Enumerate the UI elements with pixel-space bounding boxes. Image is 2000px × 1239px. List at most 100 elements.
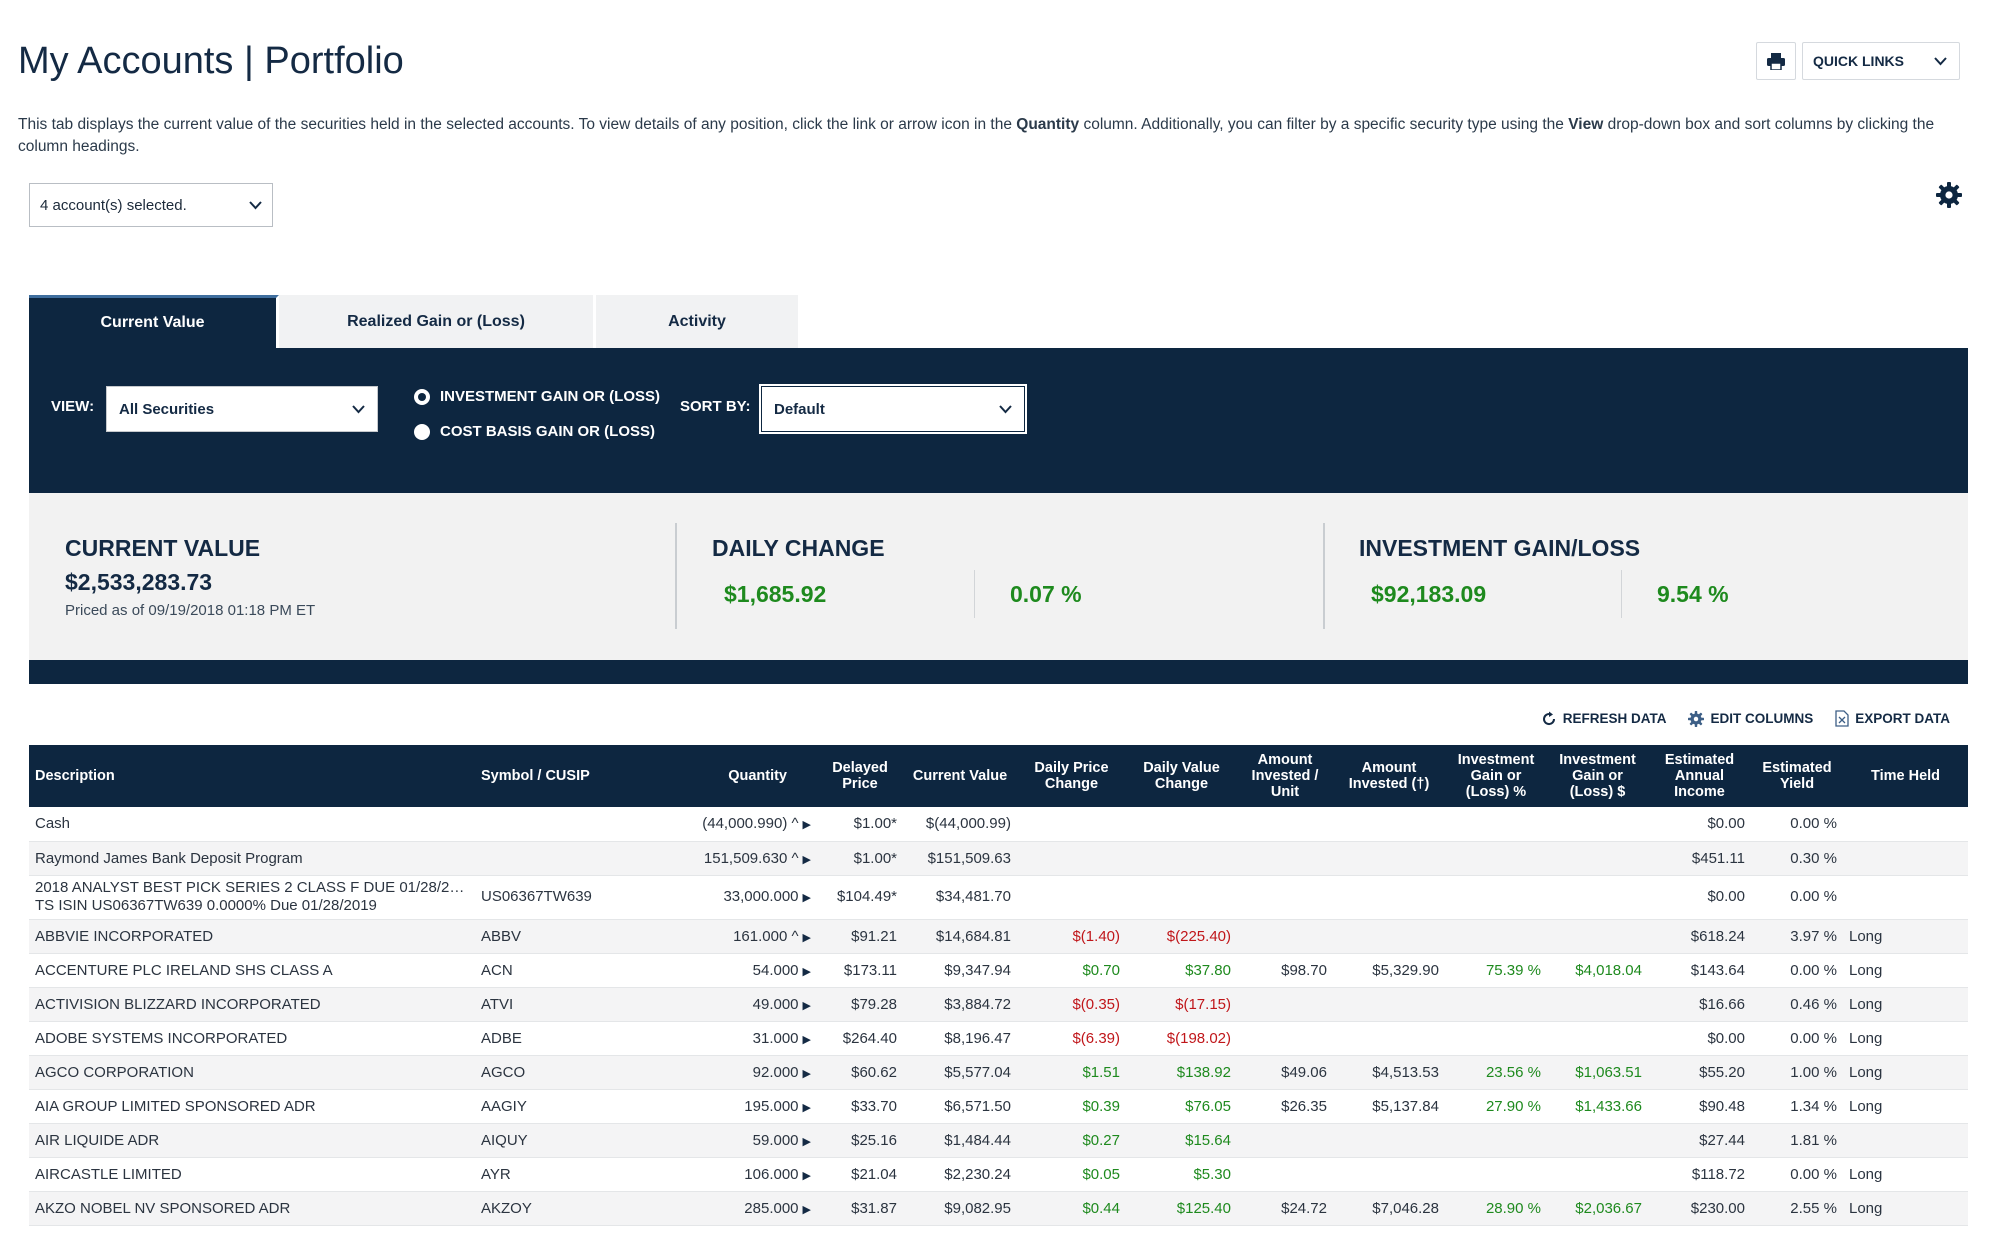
col-delayed-price[interactable]: Delayed Price [817,745,903,807]
radio-investment-gain-loss[interactable]: INVESTMENT GAIN OR (LOSS) [414,388,660,405]
play-arrow-icon[interactable]: ▶ [802,1067,811,1080]
col-description[interactable]: Description [29,745,475,807]
col-amount-invested-unit[interactable]: Amount Invested / Unit [1237,745,1333,807]
tab-realized-gain-loss[interactable]: Realized Gain or (Loss) [279,295,596,348]
col-current-value[interactable]: Current Value [903,745,1017,807]
quantity-link[interactable]: 31.000 [752,1029,799,1047]
summary-divider [675,523,677,629]
cell-symbol: AAGIY [475,1089,639,1124]
tab-current-value[interactable]: Current Value [29,295,279,348]
print-button[interactable] [1756,42,1796,80]
play-arrow-icon[interactable]: ▶ [802,1101,811,1114]
table-row[interactable]: ACCENTURE PLC IRELAND SHS CLASS A ACN 54.0… [29,953,1968,988]
table-row[interactable]: ADOBE SYSTEMS INCORPORATED ADBE 31.000 ▶ $26… [29,1021,1968,1056]
play-arrow-icon[interactable]: ▶ [802,965,811,978]
cell-quantity[interactable]: (44,000.990) ^ ▶ [639,807,817,842]
cell-daily-price-change: $0.05 [1017,1157,1126,1192]
table-row[interactable]: Raymond James Bank Deposit Program 151,50… [29,841,1968,876]
col-daily-value-change[interactable]: Daily Value Change [1126,745,1237,807]
description-line-2: TS ISIN US06367TW639 0.0000% Due 01/28/2… [35,897,377,914]
cell-daily-price-change [1017,875,1126,920]
table-body: Cash (44,000.990) ^ ▶ $1.00* $(44,000.99) $0.… [29,807,1968,1226]
col-estimated-annual-income[interactable]: Estimated Annual Income [1648,745,1751,807]
summary-divider [974,570,975,618]
quantity-link[interactable]: 161.000 ^ [733,927,799,945]
edit-columns-button[interactable]: EDIT COLUMNS [1688,710,1813,727]
account-selector[interactable]: 4 account(s) selected. [29,183,273,227]
cell-amount-invested [1333,841,1445,876]
quantity-link[interactable]: 49.000 [752,995,799,1013]
cell-quantity[interactable]: 151,509.630 ^ ▶ [639,841,817,876]
table-row[interactable]: Cash (44,000.990) ^ ▶ $1.00* $(44,000.99) $0.… [29,807,1968,842]
quantity-link[interactable]: 92.000 [752,1063,799,1081]
cell-quantity[interactable]: 49.000 ▶ [639,987,817,1022]
cell-estimated-annual-income: $55.20 [1648,1055,1751,1090]
tab-activity[interactable]: Activity [596,295,801,348]
settings-button[interactable] [1936,182,1962,213]
play-arrow-icon[interactable]: ▶ [802,1033,811,1046]
quantity-link[interactable]: 106.000 [744,1165,799,1183]
cell-quantity[interactable]: 92.000 ▶ [639,1055,817,1090]
cell-quantity[interactable]: 285.000 ▶ [639,1191,817,1226]
play-arrow-icon[interactable]: ▶ [802,891,811,904]
view-dropdown[interactable]: All Securities [106,386,378,432]
table-row[interactable]: AIR LIQUIDE ADR AIQUY 59.000 ▶ $25.16 $1,484.… [29,1123,1968,1158]
radio-cost-basis-gain-loss[interactable]: COST BASIS GAIN OR (LOSS) [414,423,655,440]
quantity-link[interactable]: 151,509.630 ^ [703,849,799,867]
cell-gain-loss-percent [1445,1021,1547,1056]
priced-as-of: Priced as of 09/19/2018 01:18 PM ET [65,602,316,619]
intro-bold-view: View [1568,116,1604,133]
cell-quantity[interactable]: 106.000 ▶ [639,1157,817,1192]
play-arrow-icon[interactable]: ▶ [802,853,811,866]
cell-estimated-yield: 1.34 % [1751,1089,1843,1124]
sort-by-dropdown[interactable]: Default [759,384,1027,434]
table-row[interactable]: AIA GROUP LIMITED SPONSORED ADR AAGIY 195.… [29,1089,1968,1124]
col-estimated-yield[interactable]: Estimated Yield [1751,745,1843,807]
table-row[interactable]: AIRCASTLE LIMITED AYR 106.000 ▶ $21.04 $2,230… [29,1157,1968,1192]
cell-quantity[interactable]: 161.000 ^ ▶ [639,919,817,954]
export-data-button[interactable]: EXPORT DATA [1835,710,1950,727]
col-gain-loss-percent[interactable]: Investment Gain or (Loss) % [1445,745,1547,807]
cell-amount-invested [1333,1021,1445,1056]
col-symbol-cusip[interactable]: Symbol / CUSIP [475,745,639,807]
quantity-link[interactable]: 54.000 [752,961,799,979]
quantity-link[interactable]: 33,000.000 [723,887,799,905]
col-daily-price-change[interactable]: Daily Price Change [1017,745,1126,807]
table-row[interactable]: 2018 ANALYST BEST PICK SERIES 2 CLASS F … [29,875,1968,920]
table-row[interactable]: ACTIVISION BLIZZARD INCORPORATED ATVI 49.0… [29,987,1968,1022]
quantity-link[interactable]: (44,000.990) ^ [702,815,799,833]
cell-quantity[interactable]: 54.000 ▶ [639,953,817,988]
play-arrow-icon[interactable]: ▶ [802,1203,811,1216]
cell-time-held: Long [1843,1089,1968,1124]
quantity-link[interactable]: 195.000 [744,1097,799,1115]
play-arrow-icon[interactable]: ▶ [802,819,811,832]
table-row[interactable]: AKZO NOBEL NV SPONSORED ADR AKZOY 285.000 ▶… [29,1191,1968,1226]
col-quantity[interactable]: Quantity [639,745,817,807]
col-amount-invested[interactable]: Amount Invested (†) [1333,745,1445,807]
cell-quantity[interactable]: 33,000.000 ▶ [639,875,817,920]
cell-delayed-price: $21.04 [817,1157,903,1192]
col-time-held[interactable]: Time Held [1843,745,1968,807]
investment-gain-loss-title: INVESTMENT GAIN/LOSS [1359,535,1641,561]
play-arrow-icon[interactable]: ▶ [802,1169,811,1182]
play-arrow-icon[interactable]: ▶ [802,999,811,1012]
quantity-link[interactable]: 59.000 [752,1131,799,1149]
cell-daily-value-change: $138.92 [1126,1055,1237,1090]
quantity-link[interactable]: 285.000 [744,1199,799,1217]
refresh-data-button[interactable]: REFRESH DATA [1541,710,1666,727]
gear-icon [1688,710,1705,727]
quick-links-dropdown[interactable]: QUICK LINKS [1802,42,1960,80]
cell-quantity[interactable]: 59.000 ▶ [639,1123,817,1158]
cell-quantity[interactable]: 31.000 ▶ [639,1021,817,1056]
cell-gain-loss-dollar [1547,875,1648,920]
cell-description: AKZO NOBEL NV SPONSORED ADR [29,1191,475,1226]
col-gain-loss-dollar[interactable]: Investment Gain or (Loss) $ [1547,745,1648,807]
table-row[interactable]: ABBVIE INCORPORATED ABBV 161.000 ^ ▶ $91.21 $… [29,919,1968,954]
chevron-down-icon [999,404,1012,413]
play-arrow-icon[interactable]: ▶ [802,931,811,944]
play-arrow-icon[interactable]: ▶ [802,1135,811,1148]
cell-estimated-yield: 1.81 % [1751,1123,1843,1158]
table-row[interactable]: AGCO CORPORATION AGCO 92.000 ▶ $60.62 $5,577.… [29,1055,1968,1090]
cell-amount-invested [1333,1157,1445,1192]
cell-quantity[interactable]: 195.000 ▶ [639,1089,817,1124]
